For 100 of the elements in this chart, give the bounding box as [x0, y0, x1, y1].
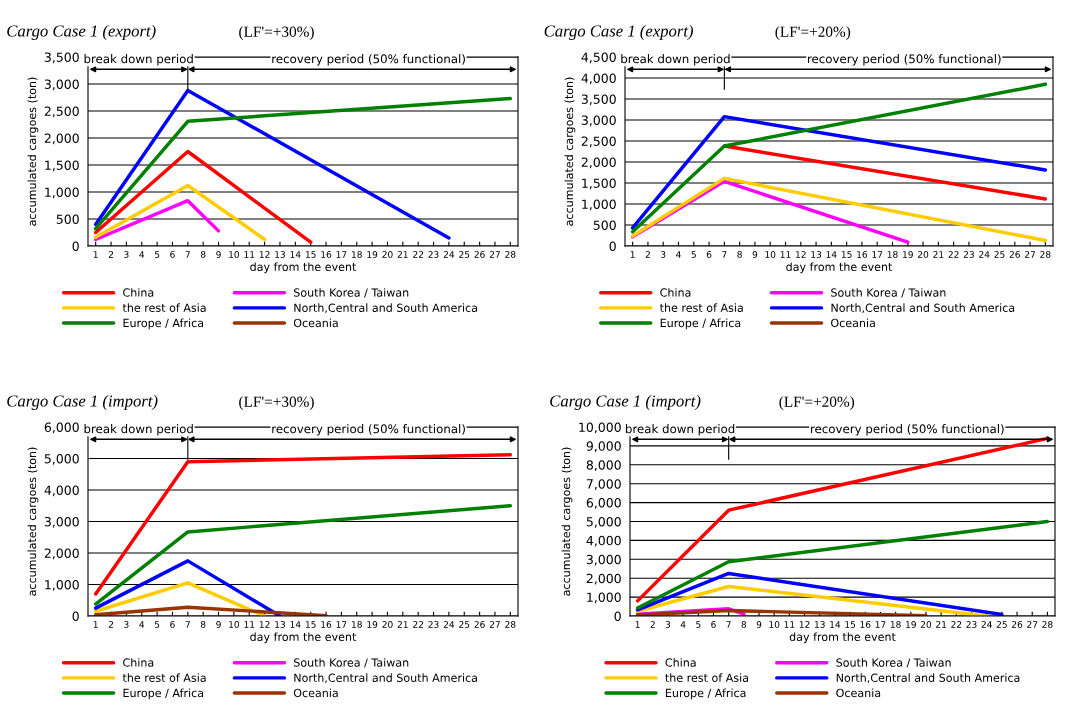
x-tick-label: 4 — [676, 251, 681, 258]
x-tick-label: 6 — [706, 251, 712, 258]
x-tick-label: 5 — [154, 251, 160, 258]
legend-label: the rest of Asia — [122, 673, 206, 682]
x-axis-title: day from the event — [250, 632, 357, 644]
x-tick-label: 13 — [275, 251, 285, 258]
x-tick-label: 23 — [428, 621, 439, 628]
annotation: recovery period (50% functional) — [811, 424, 1004, 436]
x-tick-label: 3 — [124, 621, 129, 628]
x-tick-label: 1 — [93, 251, 98, 258]
x-tick-label: 12 — [796, 251, 806, 258]
y-tick-label: 5,000 — [586, 516, 621, 528]
y-tick-label: 1,000 — [582, 199, 616, 211]
x-tick-label: 24 — [981, 621, 992, 628]
x-tick-label: 17 — [336, 621, 347, 628]
y-axis-title: accumulated cargoes (ton) — [27, 447, 39, 596]
x-tick-label: 26 — [474, 621, 485, 628]
legend-label: Europe / Africa — [123, 318, 204, 330]
x-tick-label: 11 — [780, 251, 791, 258]
x-tick-label: 10 — [769, 621, 780, 628]
legend-label: Europe / Africa — [660, 318, 741, 330]
x-tick-label: 4 — [680, 621, 686, 628]
x-tick-label: 8 — [200, 621, 206, 628]
x-tick-label: 2 — [108, 251, 113, 258]
chart-subtitle: (LF'=+30%) — [239, 396, 314, 410]
x-tick-label: 2 — [108, 621, 113, 628]
legend-label: China — [660, 288, 691, 297]
y-tick-label: 3,500 — [581, 94, 616, 106]
x-tick-label: 21 — [397, 621, 408, 628]
x-tick-label: 9 — [752, 251, 758, 258]
y-tick-label: 1,000 — [45, 579, 79, 591]
y-tick-label: 2,000 — [586, 573, 621, 585]
x-tick-label: 13 — [275, 621, 285, 628]
x-tick-label: 21 — [397, 251, 408, 258]
y-tick-label: 8,000 — [586, 460, 621, 471]
x-tick-label: 25 — [459, 621, 470, 628]
x-axis-title: day from the event — [786, 262, 893, 274]
x-tick-label: 14 — [290, 251, 301, 258]
annotation: recovery period (50% functional) — [272, 424, 465, 436]
x-tick-label: 22 — [948, 251, 959, 258]
y-tick-label: 6,000 — [44, 422, 79, 434]
x-tick-label: 1 — [93, 621, 98, 628]
legend-label: North,Central and South America — [294, 303, 477, 314]
y-axis-title: accumulated cargoes (ton) — [561, 447, 573, 596]
x-tick-label: 9 — [216, 621, 221, 628]
x-tick-label: 6 — [170, 621, 175, 628]
x-tick-label: 21 — [933, 251, 944, 258]
x-tick-label: 3 — [661, 251, 666, 258]
x-axis-title: day from the event — [789, 632, 896, 644]
y-tick-label: 1,500 — [582, 178, 616, 190]
x-tick-label: 8 — [741, 621, 747, 628]
x-tick-label: 24 — [443, 621, 455, 628]
annotation: break down period — [84, 54, 193, 66]
y-tick-label: 2,000 — [581, 157, 616, 169]
x-tick-label: 28 — [505, 621, 516, 628]
x-tick-label: 15 — [845, 621, 856, 628]
x-tick-label: 25 — [459, 251, 470, 258]
y-tick-label: 3,000 — [44, 79, 79, 91]
legend-label: the rest of Asia — [122, 303, 206, 312]
x-tick-label: 19 — [367, 621, 378, 628]
y-tick-label: 10,000 — [579, 422, 621, 434]
y-axis-title: accumulated cargoes (ton) — [27, 77, 39, 226]
x-tick-label: 20 — [382, 251, 393, 258]
legend-label: China — [123, 288, 154, 297]
x-tick-label: 16 — [857, 251, 868, 258]
x-tick-label: 20 — [920, 621, 932, 628]
x-tick-label: 6 — [170, 251, 175, 258]
x-tick-label: 3 — [665, 621, 671, 628]
x-tick-label: 7 — [185, 621, 190, 628]
y-tick-label: 3,000 — [581, 115, 616, 127]
x-tick-label: 17 — [872, 251, 883, 258]
y-tick-label: 9,000 — [586, 441, 621, 453]
x-tick-label: 26 — [474, 251, 485, 258]
x-tick-label: 14 — [290, 621, 301, 628]
x-tick-label: 12 — [259, 621, 270, 628]
legend-label: North,Central and South America — [294, 673, 477, 684]
x-axis-title: day from the event — [250, 262, 357, 274]
x-tick-label: 20 — [382, 621, 393, 628]
legend-label: the rest of Asia — [659, 303, 743, 312]
x-tick-label: 11 — [784, 621, 795, 628]
x-tick-label: 10 — [229, 251, 240, 258]
x-tick-label: 7 — [722, 251, 727, 258]
chart-subtitle: (LF'=+30%) — [239, 26, 314, 40]
y-tick-label: 1,000 — [587, 592, 621, 604]
x-tick-label: 10 — [229, 621, 240, 628]
x-tick-label: 21 — [936, 621, 947, 628]
legend-label: China — [665, 658, 696, 667]
x-tick-label: 18 — [887, 251, 898, 258]
y-tick-label: 6,000 — [586, 498, 621, 509]
x-tick-label: 14 — [826, 251, 837, 258]
x-tick-label: 13 — [811, 251, 822, 258]
chart-title: Cargo Case 1 (export) — [544, 24, 693, 40]
x-tick-label: 3 — [124, 251, 129, 258]
x-tick-label: 9 — [216, 251, 221, 258]
x-tick-label: 23 — [966, 621, 977, 628]
x-tick-label: 5 — [154, 621, 160, 628]
legend-label: South Korea / Taiwan — [294, 288, 409, 298]
x-tick-label: 18 — [352, 621, 362, 628]
x-tick-label: 12 — [799, 621, 810, 628]
x-tick-label: 19 — [906, 621, 916, 628]
